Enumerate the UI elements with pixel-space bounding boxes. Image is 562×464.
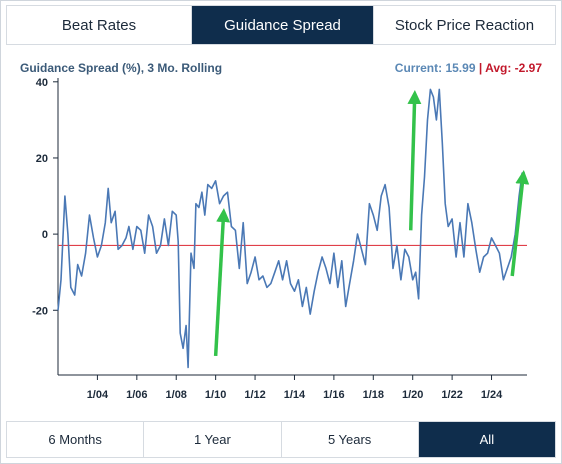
range-6-months-button[interactable]: 6 Months xyxy=(7,422,145,457)
tab-guidance-spread[interactable]: Guidance Spread xyxy=(192,6,374,44)
range-selector: 6 Months 1 Year 5 Years All xyxy=(6,421,556,458)
x-tick-label: 1/04 xyxy=(87,389,109,401)
x-tick-label: 1/16 xyxy=(323,389,344,401)
range-5-years-button[interactable]: 5 Years xyxy=(282,422,419,457)
chart-axes: 40 20 0 -20 1/04 1/06 1/08 1/10 1/12 1/14 1/16 1/18… xyxy=(32,77,527,401)
x-tick-label: 1/24 xyxy=(481,389,503,401)
trend-arrow-1 xyxy=(213,208,231,357)
chart-readout: Current: 15.99 | Avg: -2.97 xyxy=(395,61,542,75)
x-tick-label: 1/12 xyxy=(244,389,265,401)
x-tick-label: 1/20 xyxy=(402,389,423,401)
y-tick-label: 20 xyxy=(36,153,48,165)
range-1-year-button[interactable]: 1 Year xyxy=(144,422,282,457)
y-tick-label: 40 xyxy=(36,77,48,89)
x-tick-label: 1/18 xyxy=(363,389,384,401)
average-value: Avg: -2.97 xyxy=(485,61,542,75)
chart-title: Guidance Spread (%), 3 Mo. Rolling xyxy=(20,61,223,75)
x-tick-label: 1/06 xyxy=(126,389,147,401)
x-tick-label: 1/14 xyxy=(284,389,306,401)
trend-arrow-2 xyxy=(407,90,422,231)
guidance-spread-series-line xyxy=(57,88,525,369)
x-tick-label: 1/22 xyxy=(441,389,462,401)
x-tick-label: 1/10 xyxy=(205,389,226,401)
range-all-button[interactable]: All xyxy=(418,422,555,457)
tab-stock-price-reaction[interactable]: Stock Price Reaction xyxy=(394,16,535,34)
readout-separator: | xyxy=(478,61,483,75)
x-tick-label: 1/08 xyxy=(166,389,187,401)
metric-tabs: Beat Rates Guidance Spread Stock Price R… xyxy=(6,5,556,45)
y-tick-label: 0 xyxy=(42,229,48,241)
tab-beat-rates[interactable]: Beat Rates xyxy=(7,6,192,44)
trend-arrow-3 xyxy=(510,170,530,277)
y-tick-label: -20 xyxy=(32,305,48,317)
current-value: Current: 15.99 xyxy=(394,61,476,75)
